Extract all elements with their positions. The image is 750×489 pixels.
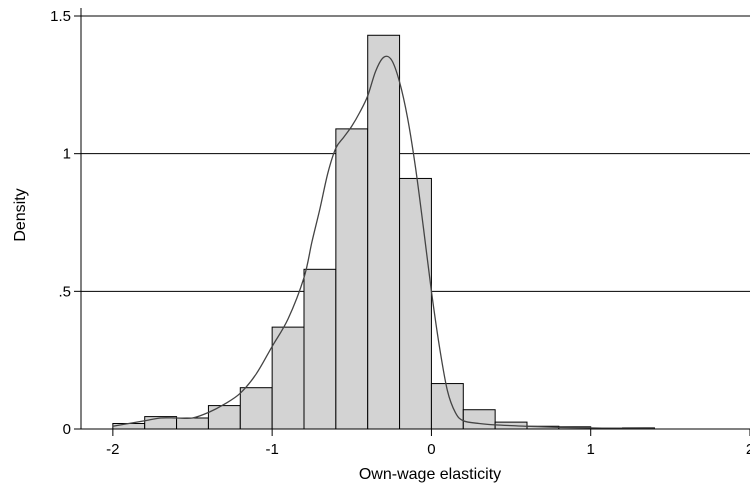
- x-axis-ticks: -2 -1 0 1 2: [106, 429, 750, 458]
- histogram-bar: [239, 387, 273, 430]
- histogram-bar: [303, 268, 337, 430]
- histogram-bar: [462, 409, 496, 430]
- x-axis-title: Own-wage elasticity: [359, 466, 501, 483]
- x-tick-label: -2: [106, 441, 119, 458]
- x-tick-label: 0: [427, 441, 435, 458]
- x-tick-label: 2: [746, 441, 750, 458]
- y-tick-label: 1.5: [50, 8, 71, 25]
- y-tick-label: 0: [63, 421, 71, 438]
- histogram-bar: [430, 383, 464, 430]
- axes: [80, 8, 750, 430]
- x-tick-label: 1: [587, 441, 595, 458]
- density-curve-group: [112, 55, 655, 430]
- histogram-bar: [335, 128, 369, 430]
- histogram-bar: [399, 177, 432, 430]
- density-curve: [112, 55, 655, 430]
- histogram-bar: [176, 417, 209, 430]
- histogram-bar: [367, 34, 401, 430]
- histogram-bar: [207, 405, 241, 430]
- histogram-bars: [112, 34, 655, 430]
- y-tick-label: 1: [63, 146, 71, 163]
- x-tick-label: -1: [265, 441, 278, 458]
- y-axis-ticks: 0 .5 1 1.5: [50, 8, 81, 438]
- histogram-bar: [271, 326, 305, 430]
- y-tick-label: .5: [58, 283, 71, 300]
- y-axis-title: Density: [12, 188, 29, 241]
- histogram-bar: [112, 422, 146, 430]
